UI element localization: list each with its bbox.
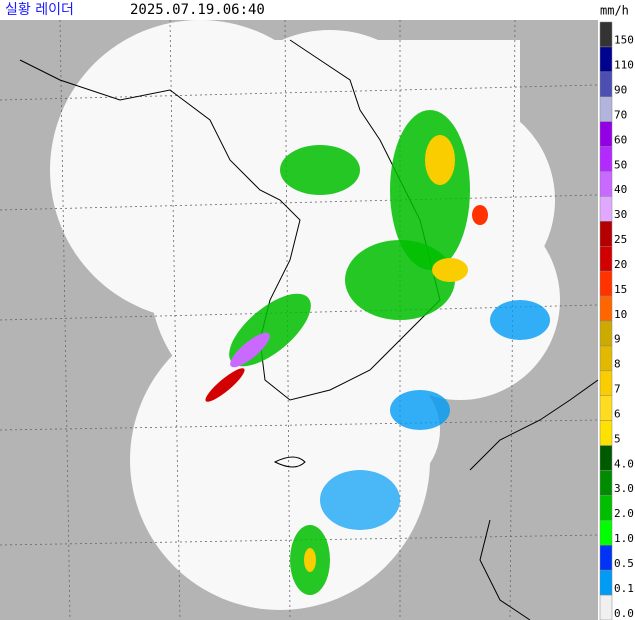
- legend: 150 110 90 70 60 50 40 30 25 20 15 10 9 8 7 6 5 4.0 3.0 2.0…: [599, 21, 634, 620]
- legend-swatch: [599, 221, 613, 247]
- legend-label: 8: [614, 358, 621, 371]
- legend-label: 40: [614, 183, 627, 196]
- legend-swatch: [599, 320, 613, 347]
- legend-label: 25: [614, 233, 627, 246]
- legend-label: 0.1: [614, 582, 634, 595]
- legend-swatch: [599, 520, 613, 546]
- legend-label: 90: [614, 84, 627, 97]
- legend-swatch: [599, 21, 613, 48]
- legend-swatch: [599, 71, 613, 98]
- precipitation: [205, 110, 550, 595]
- legend-label: 70: [614, 108, 627, 121]
- legend-swatch: [599, 470, 613, 496]
- legend-label: 6: [614, 407, 621, 420]
- title: 실황 레이더: [5, 2, 74, 18]
- legend-swatch: [599, 345, 613, 372]
- legend-label: 60: [614, 133, 627, 146]
- legend-swatch: [599, 46, 613, 73]
- legend-swatch: [599, 121, 613, 147]
- legend-swatch: [599, 295, 613, 322]
- legend-label: 15: [614, 283, 627, 296]
- legend-swatch: [599, 545, 613, 571]
- legend-swatch: [599, 594, 613, 620]
- legend-label: 110: [614, 59, 634, 72]
- legend-swatch: [599, 370, 613, 397]
- legend-swatch: [599, 171, 613, 197]
- legend-swatch: [599, 196, 613, 222]
- legend-label: 150: [614, 34, 634, 47]
- legend-label: 5: [614, 432, 621, 445]
- legend-label: 1.0: [614, 532, 634, 545]
- timestamp: 2025.07.19.06:40: [130, 2, 265, 18]
- legend-swatch: [599, 569, 613, 596]
- legend-label: 50: [614, 158, 627, 171]
- legend-label: 4.0: [614, 457, 634, 470]
- coastline: [19, 39, 599, 620]
- legend-swatch: [599, 495, 613, 521]
- legend-label: 3.0: [614, 482, 634, 495]
- legend-swatch: [599, 146, 613, 172]
- legend-label: 20: [614, 258, 627, 271]
- legend-swatch: [599, 246, 613, 272]
- legend-swatch: [599, 420, 613, 446]
- legend-swatch: [599, 445, 613, 471]
- unit: mm/h: [600, 4, 629, 18]
- legend-swatch: [599, 270, 613, 297]
- legend-swatch: [599, 395, 613, 421]
- legend-label: 0.0: [614, 607, 634, 620]
- legend-label: 30: [614, 208, 627, 221]
- legend-label: 10: [614, 308, 627, 321]
- legend-label: 9: [614, 333, 621, 346]
- legend-swatch: [599, 96, 613, 122]
- map: [0, 19, 599, 620]
- legend-label: 2.0: [614, 507, 634, 520]
- legend-label: 0.5: [614, 557, 634, 570]
- legend-label: 7: [614, 383, 621, 396]
